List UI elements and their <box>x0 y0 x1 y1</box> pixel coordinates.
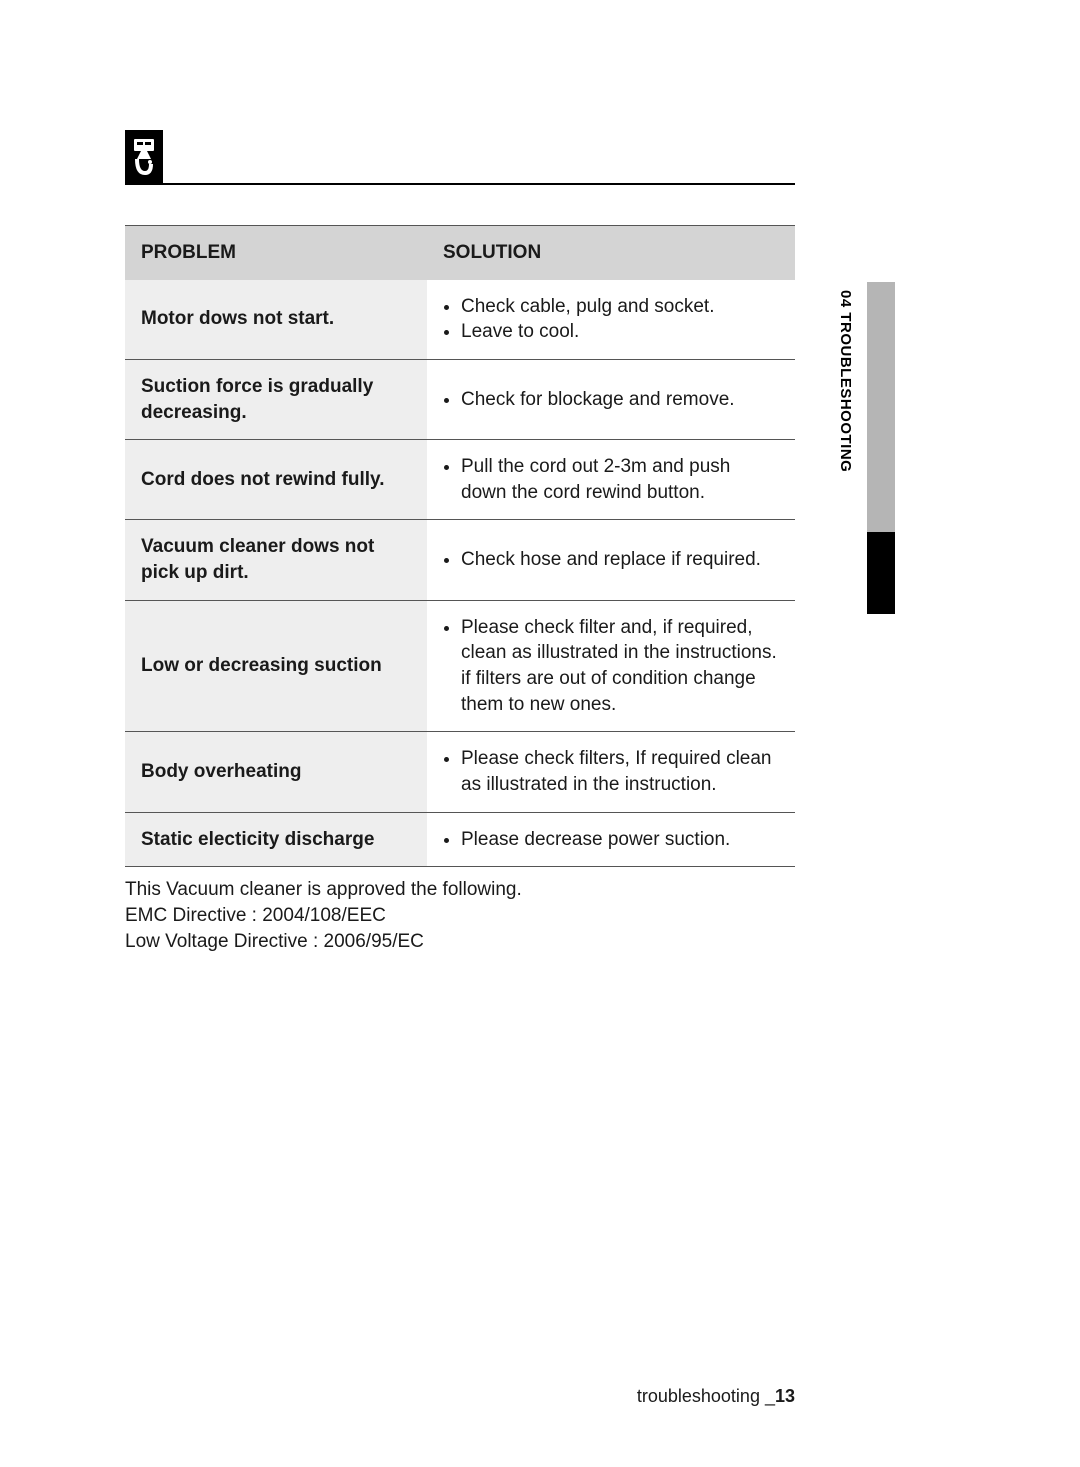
problem-cell: Suction force is gradually decreasing. <box>125 359 427 439</box>
solution-item: Please decrease power suction. <box>461 827 779 853</box>
section-rule <box>125 183 795 185</box>
table-row: Cord does not rewind fully. Pull the cord… <box>125 440 795 520</box>
section-icon <box>125 130 163 183</box>
side-tab-gray <box>867 282 895 532</box>
solution-item: Please check filter and, if required, cl… <box>461 615 779 718</box>
problem-cell: Body overheating <box>125 732 427 812</box>
table-row: Motor dows not start.Check cable, pulg a… <box>125 280 795 360</box>
problem-cell: Low or decreasing suction <box>125 600 427 732</box>
solution-cell: Please check filter and, if required, cl… <box>427 600 795 732</box>
table-row: Low or decreasing suction Please check fi… <box>125 600 795 732</box>
solution-cell: Check for blockage and remove. <box>427 359 795 439</box>
side-tab: 04 TROUBLESHOOTING <box>867 282 895 622</box>
troubleshooting-table: PROBLEM SOLUTION Motor dows not start.Ch… <box>125 225 795 867</box>
col-solution: SOLUTION <box>427 226 795 280</box>
col-problem: PROBLEM <box>125 226 427 280</box>
solution-item: Leave to cool. <box>461 319 779 345</box>
solution-cell: Pull the cord out 2-3m and push down the… <box>427 440 795 520</box>
side-tab-label: 04 TROUBLESHOOTING <box>837 290 854 472</box>
solution-item: Check hose and replace if required. <box>461 547 779 573</box>
note-line: This Vacuum cleaner is approved the foll… <box>125 877 795 903</box>
problem-cell: Motor dows not start. <box>125 280 427 360</box>
footer-label: troubleshooting _ <box>637 1386 775 1406</box>
table-row: Static electicity discharge Please decrea… <box>125 812 795 867</box>
problem-cell: Vacuum cleaner dows not pick up dirt. <box>125 520 427 600</box>
note-line: EMC Directive : 2004/108/EEC <box>125 903 795 929</box>
page-footer: troubleshooting _13 <box>125 1386 795 1407</box>
note-line: Low Voltage Directive : 2006/95/EC <box>125 929 795 955</box>
side-tab-black <box>867 532 895 614</box>
solution-item: Check for blockage and remove. <box>461 387 779 413</box>
table-row: Suction force is gradually decreasing. Ch… <box>125 359 795 439</box>
problem-cell: Cord does not rewind fully. <box>125 440 427 520</box>
footer-page-number: 13 <box>775 1386 795 1406</box>
solution-item: Pull the cord out 2-3m and push down the… <box>461 454 779 505</box>
compliance-notes: This Vacuum cleaner is approved the foll… <box>125 877 795 954</box>
solution-cell: Please check filters, If required clean … <box>427 732 795 812</box>
solution-item: Please check filters, If required clean … <box>461 746 779 797</box>
solution-cell: Check hose and replace if required. <box>427 520 795 600</box>
table-row: Body overheating Please check filters, If… <box>125 732 795 812</box>
solution-cell: Check cable, pulg and socket.Leave to co… <box>427 280 795 360</box>
table-row: Vacuum cleaner dows not pick up dirt. Che… <box>125 520 795 600</box>
problem-cell: Static electicity discharge <box>125 812 427 867</box>
solution-item: Check cable, pulg and socket. <box>461 294 779 320</box>
solution-cell: Please decrease power suction. <box>427 812 795 867</box>
